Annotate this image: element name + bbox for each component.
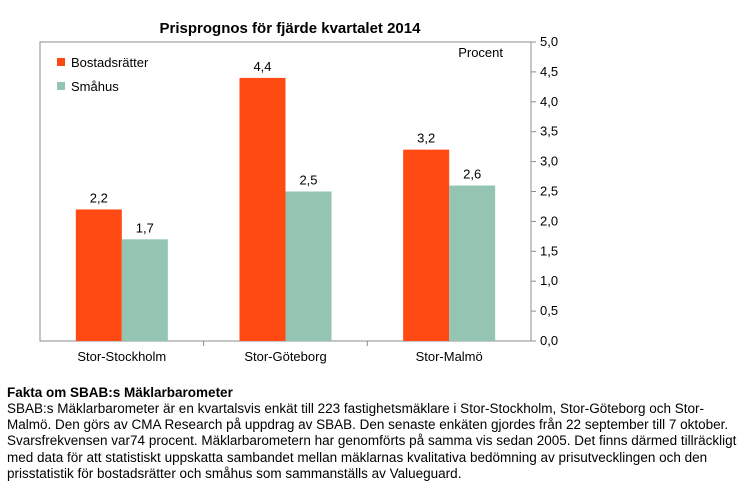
- y-tick-label: 5,0: [540, 34, 558, 49]
- y-tick-label: 2,5: [540, 184, 558, 199]
- facts-body: SBAB:s Mäklarbarometer är en kvartalsvis…: [7, 401, 737, 481]
- data-label: 2,6: [463, 167, 481, 182]
- y-axis-label: Procent: [458, 45, 503, 60]
- y-tick-label: 2,0: [540, 213, 558, 228]
- y-tick-label: 3,0: [540, 154, 558, 169]
- bar-bostadsratter: [239, 77, 286, 341]
- legend-label: Bostadsrätter: [71, 55, 149, 70]
- x-tick-label: Stor-Stockholm: [77, 349, 166, 364]
- chart-title: Prisprognos för fjärde kvartalet 2014: [160, 20, 422, 37]
- y-tick-label: 1,5: [540, 243, 558, 258]
- y-tick-label: 4,0: [540, 94, 558, 109]
- plot-area: 0,0 0,5 1,0 1,5 2,0 2,5 3,0 3,5 4,0 4,5 5,0 Procent…: [39, 34, 558, 364]
- y-tick-label: 0,5: [540, 303, 558, 318]
- bar-smahus: [449, 185, 496, 341]
- legend-swatch: [57, 58, 65, 66]
- data-label: 1,7: [136, 220, 154, 235]
- x-tick-label: Stor-Malmö: [416, 349, 483, 364]
- bar-bostadsratter: [403, 149, 450, 341]
- bar-smahus: [285, 191, 332, 341]
- legend-label: Småhus: [71, 79, 119, 94]
- data-label: 3,2: [417, 131, 435, 146]
- facts-section: Fakta om SBAB:s Mäklarbarometer SBAB:s M…: [7, 384, 747, 482]
- data-label: 4,4: [253, 59, 271, 74]
- bar-bostadsratter: [75, 209, 122, 341]
- y-tick-label: 0,0: [540, 333, 558, 348]
- legend-swatch: [57, 82, 65, 90]
- y-tick-label: 4,5: [540, 64, 558, 79]
- facts-title: Fakta om SBAB:s Mäklarbarometer: [7, 385, 233, 400]
- x-tick-label: Stor-Göteborg: [244, 349, 326, 364]
- data-label: 2,5: [299, 173, 317, 188]
- data-label: 2,2: [90, 190, 108, 205]
- y-tick-label: 1,0: [540, 273, 558, 288]
- y-tick-label: 3,5: [540, 124, 558, 139]
- chart: Prisprognos för fjärde kvartalet 2014 0,…: [39, 20, 558, 364]
- bar-smahus: [121, 239, 168, 341]
